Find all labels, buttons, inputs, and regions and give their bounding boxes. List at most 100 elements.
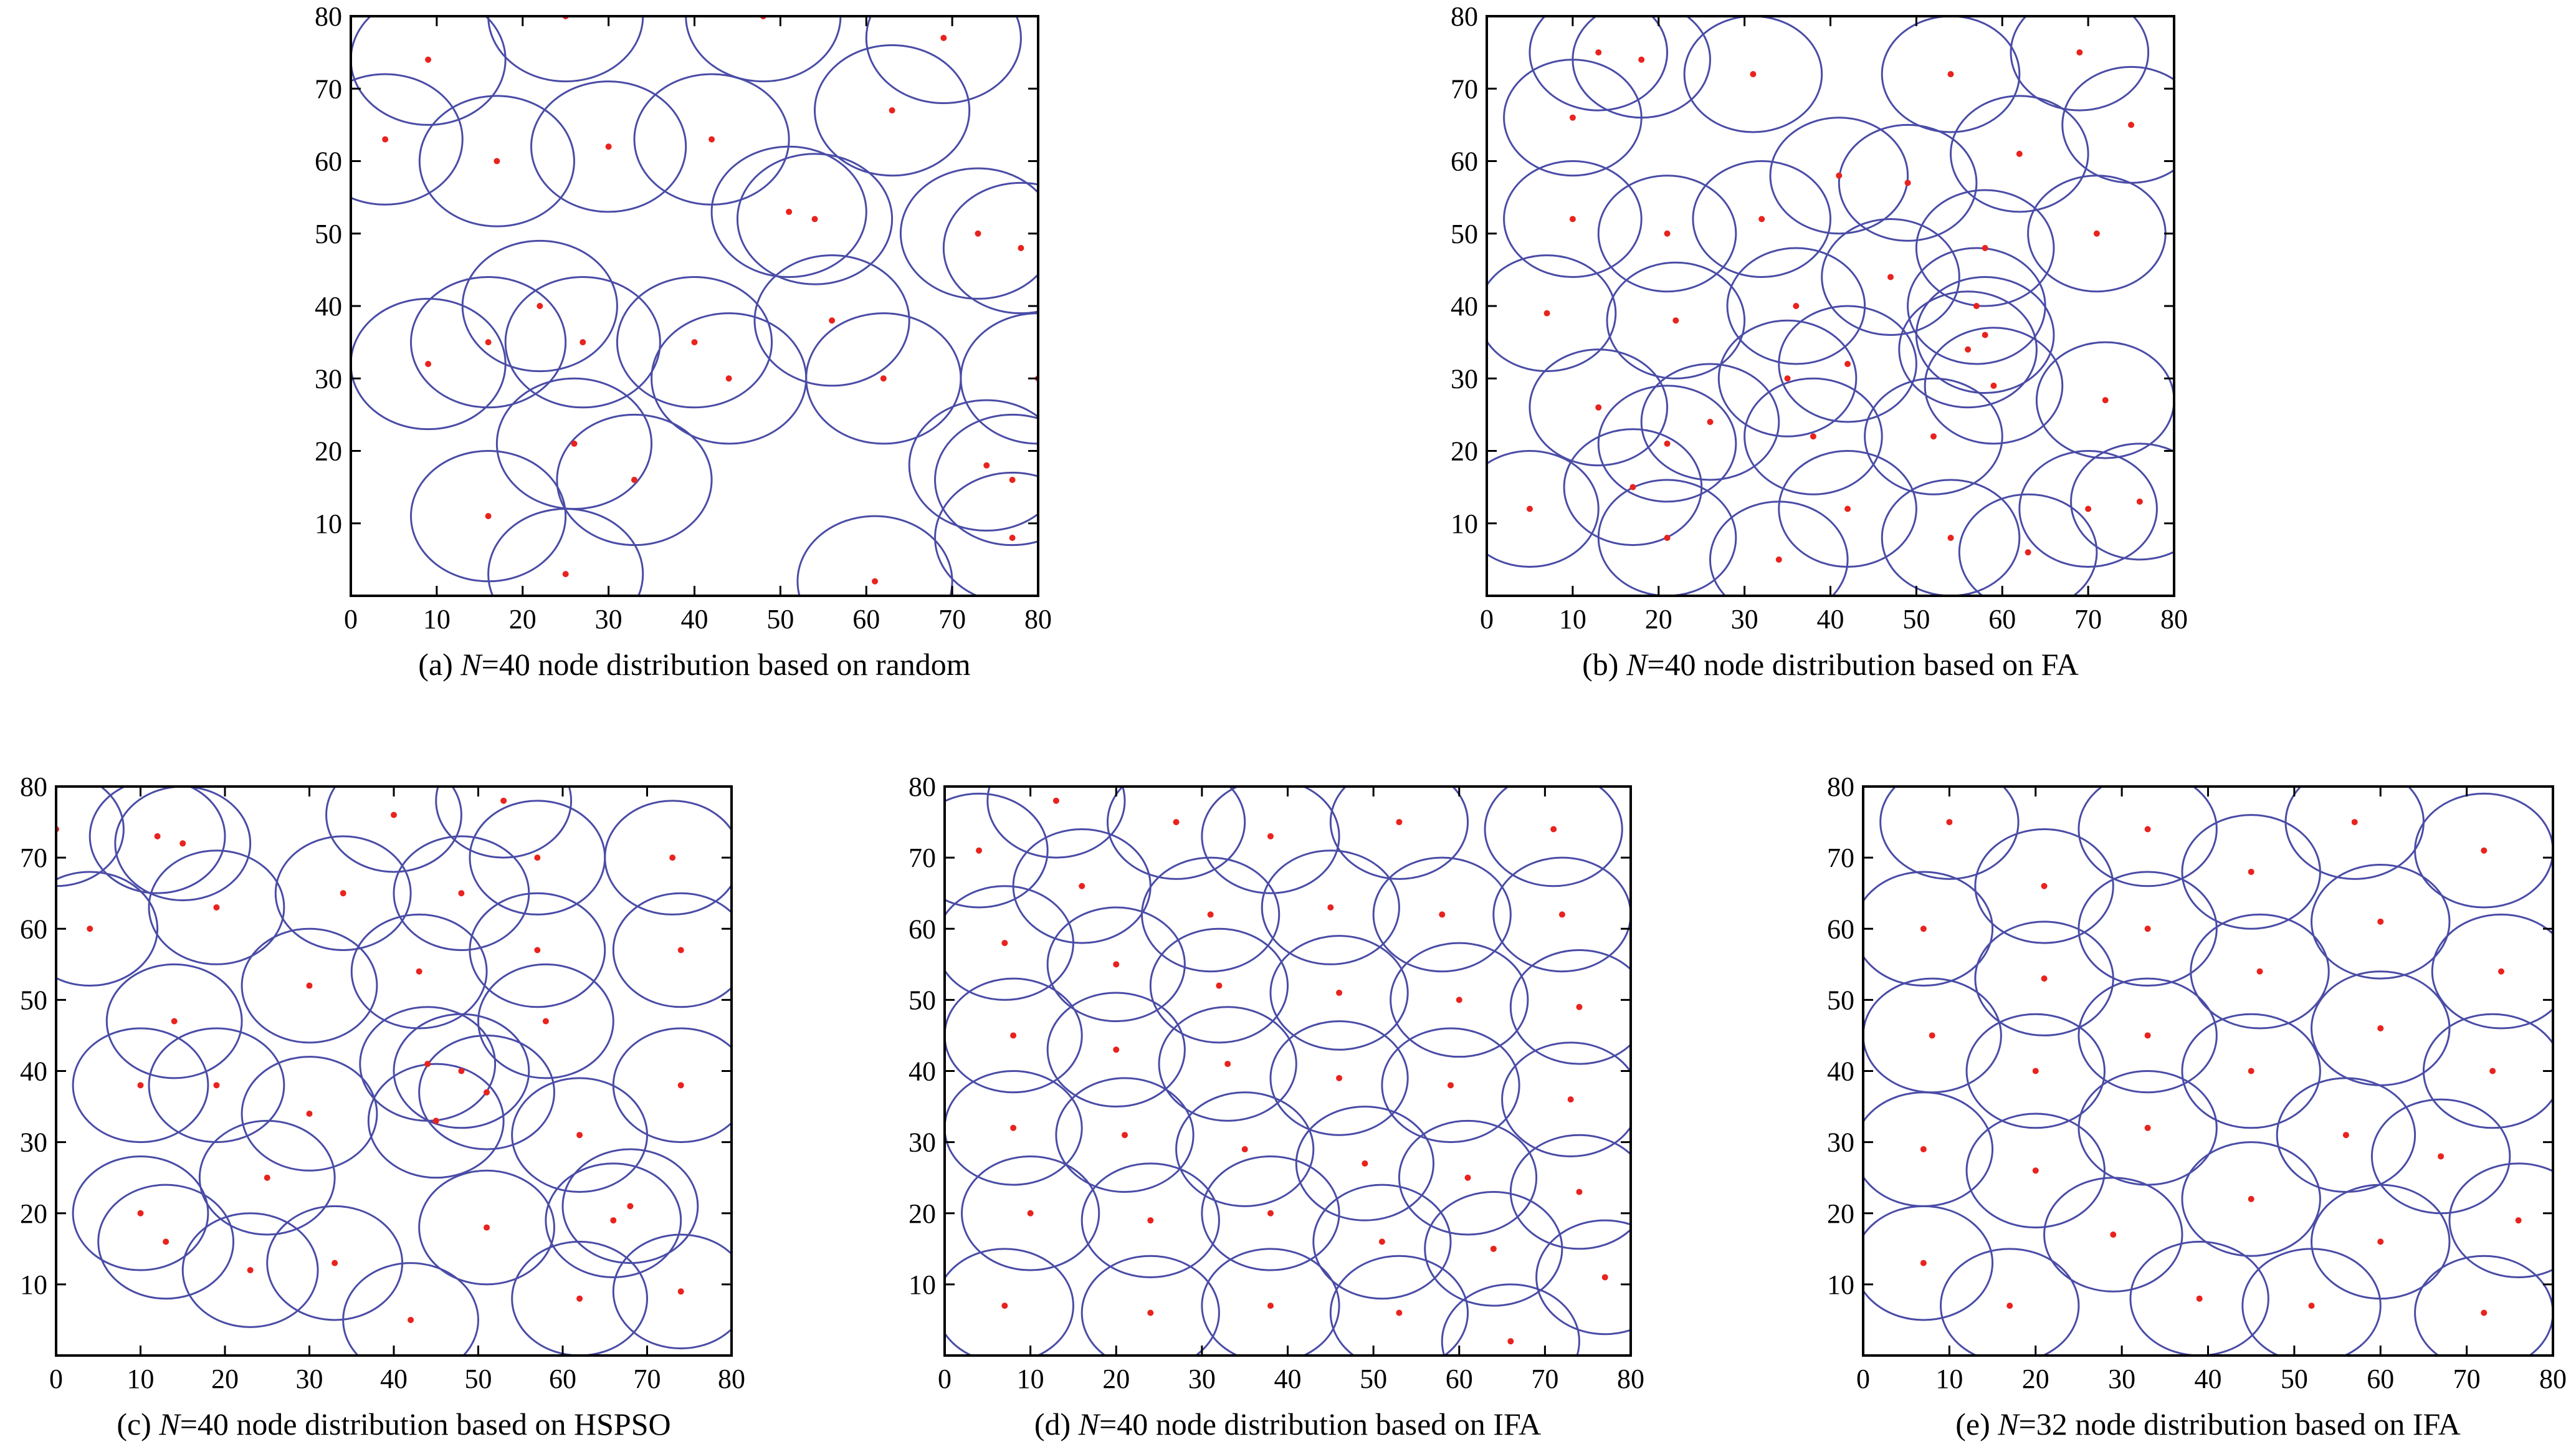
coverage-circle — [1915, 189, 2055, 307]
coverage-circle — [105, 963, 243, 1079]
node-point — [1018, 245, 1024, 251]
node-point — [2351, 819, 2358, 826]
node-point — [1947, 535, 1954, 541]
x-tick-label: 10 — [1017, 1364, 1044, 1394]
caption-suffix: =40 node distribution based on IFA — [1099, 1407, 1541, 1442]
y-tick-label: 20 — [20, 1198, 47, 1229]
node-point — [458, 890, 465, 897]
y-tick-label: 30 — [909, 1127, 936, 1158]
coverage-circle — [393, 1013, 530, 1129]
plot-area — [945, 787, 1631, 1356]
plot-area — [1487, 16, 2174, 596]
node-point — [811, 216, 818, 222]
y-tick-label: 20 — [315, 436, 342, 467]
node-point — [576, 1295, 583, 1302]
node-point — [1973, 303, 1980, 309]
node-point — [484, 1089, 490, 1096]
node-point — [534, 947, 541, 954]
node-point — [171, 1018, 178, 1025]
coverage-circle — [1149, 927, 1289, 1044]
coverage-circle — [72, 1027, 209, 1144]
coverage-circle — [1597, 385, 1737, 503]
coverage-circle — [1487, 254, 1617, 373]
node-point — [1447, 1082, 1454, 1089]
y-tick-label: 10 — [909, 1270, 936, 1300]
coverage-circle — [114, 787, 252, 902]
coverage-circle — [934, 471, 1038, 596]
y-tick-label: 10 — [1451, 509, 1478, 539]
node-point — [1113, 1046, 1120, 1053]
x-tick-label: 40 — [2195, 1364, 2222, 1394]
node-point — [677, 947, 684, 954]
node-point — [1267, 1303, 1274, 1309]
caption-variable: N — [158, 1407, 181, 1442]
coverage-circle — [753, 254, 910, 387]
coverage-circle — [1329, 787, 1469, 880]
coverage-circle — [1381, 1027, 1520, 1144]
coverage-circle — [477, 963, 614, 1079]
node-point — [677, 1082, 684, 1089]
x-tick-label: 0 — [938, 1364, 952, 1394]
caption-suffix: =32 node distribution based on IFA — [2019, 1407, 2461, 1442]
node-point — [332, 1260, 338, 1266]
y-tick-label: 30 — [1827, 1127, 1854, 1158]
coverage-circle — [1295, 1106, 1434, 1222]
coverage-circle — [1201, 1155, 1340, 1271]
coverage-circle — [2422, 1013, 2553, 1129]
node-point — [1595, 49, 1602, 56]
node-point — [1122, 1132, 1128, 1139]
node-point — [1595, 404, 1602, 411]
coverage-circle — [2077, 977, 2218, 1094]
x-tick-label: 60 — [1988, 604, 2016, 634]
coverage-circle — [148, 1027, 285, 1144]
plot-area — [56, 787, 732, 1356]
caption-prefix: (c) — [117, 1407, 159, 1442]
node-point — [1836, 172, 1843, 179]
node-point — [1569, 216, 1576, 222]
node-point — [1439, 911, 1446, 918]
node-point — [1775, 556, 1782, 563]
node-point — [1982, 245, 1988, 251]
node-point — [2041, 975, 2048, 982]
node-point — [983, 462, 990, 469]
node-point — [1113, 961, 1120, 968]
x-tick-label: 70 — [2074, 604, 2102, 634]
coverage-circle — [1965, 1112, 2106, 1229]
caption-variable: N — [1078, 1407, 1101, 1442]
node-point — [416, 968, 422, 975]
coverage-circle — [1958, 493, 2098, 596]
coverage-circle — [2190, 913, 2330, 1030]
coverage-circle — [1372, 856, 1512, 973]
coverage-circle — [736, 153, 894, 285]
node-point — [306, 982, 313, 989]
node-point — [1750, 71, 1757, 77]
node-point — [534, 854, 541, 861]
coverage-circle — [56, 871, 159, 987]
coverage-circle — [410, 276, 567, 409]
x-tick-label: 80 — [1024, 604, 1052, 634]
node-point — [872, 578, 879, 585]
y-tick-label: 60 — [315, 146, 342, 177]
node-point — [484, 1224, 490, 1231]
node-point — [1558, 911, 1565, 918]
y-tick-label: 30 — [20, 1127, 47, 1158]
coverage-circle — [1863, 871, 1994, 987]
node-point — [2144, 1032, 2151, 1039]
coverage-circle — [241, 927, 378, 1044]
coverage-circle — [1744, 377, 1883, 495]
y-tick-label: 60 — [20, 914, 47, 944]
node-point — [87, 925, 93, 932]
node-point — [2377, 918, 2384, 925]
coverage-circle — [274, 835, 412, 951]
coverage-circle — [504, 276, 661, 409]
node-point — [1672, 317, 1679, 324]
node-point — [1009, 477, 1016, 483]
node-point — [786, 208, 793, 215]
node-point — [1965, 346, 1972, 353]
coverage-circle — [545, 1162, 682, 1278]
node-point — [537, 303, 543, 309]
x-tick-label: 50 — [465, 1364, 492, 1394]
node-point — [1526, 505, 1533, 512]
coverage-circle — [1269, 1020, 1409, 1136]
coverage-circle — [1158, 1006, 1297, 1122]
